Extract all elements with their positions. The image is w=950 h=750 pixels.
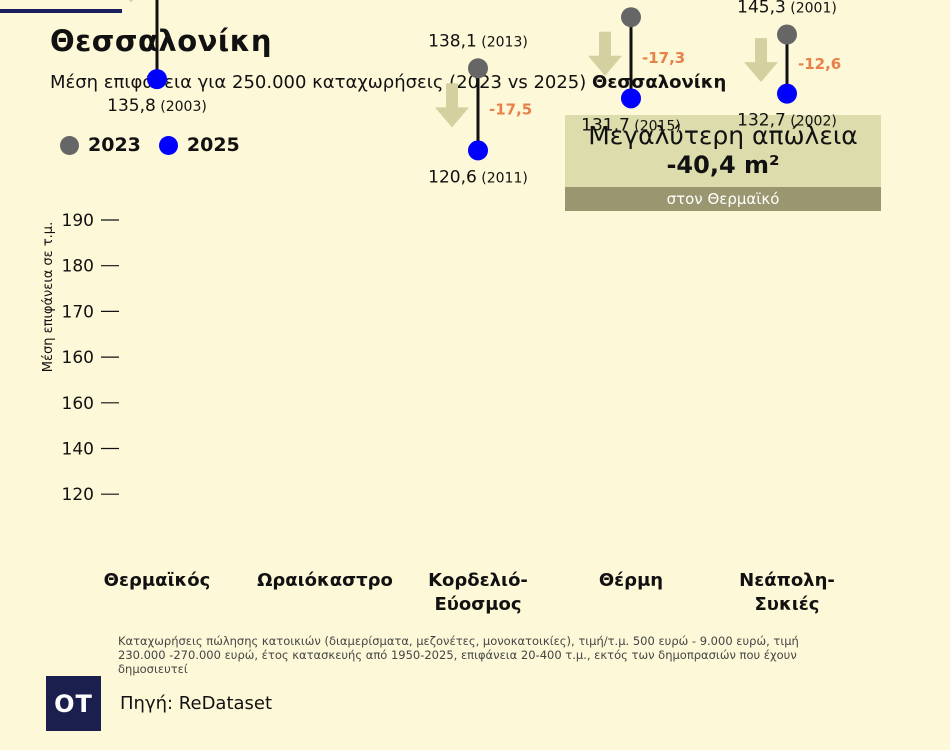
y-tick-label: 140 — [62, 440, 94, 460]
legend-dot-2023 — [60, 135, 79, 155]
decrease-arrow-icon — [744, 38, 778, 83]
y-tick-label: 180 — [62, 257, 94, 277]
difference-label: -12,6 — [798, 55, 841, 73]
top-accent-rule — [0, 9, 122, 13]
legend-item-2025: 2025 — [158, 134, 240, 156]
y-tick-label: 160 — [62, 348, 94, 368]
label-2025: 131,7 (2015) — [581, 115, 681, 135]
legend-label-2025: 2025 — [186, 134, 240, 156]
decrease-arrow-icon — [588, 31, 622, 76]
point-2023 — [468, 58, 488, 79]
y-tick-label: 160 — [62, 394, 94, 414]
point-2025 — [147, 69, 167, 90]
category-label: Θέρμη — [599, 570, 663, 591]
label-2025: 132,7 (2002) — [737, 111, 837, 131]
point-2025 — [621, 88, 641, 109]
point-2023 — [777, 24, 797, 45]
y-tick-label: 170 — [62, 302, 94, 322]
callout-main: Μεγαλύτερη απώλεια -40,4 m² — [565, 115, 881, 187]
legend-item-2023: 2023 — [60, 134, 141, 156]
y-axis-label: Μέση επιφάνεια σε τ.μ. — [41, 222, 56, 372]
subtitle-bold-text: Θεσσαλονίκη — [592, 72, 727, 93]
page-title: Θεσσαλονίκη — [50, 24, 272, 58]
y-tick-label: 120 — [62, 485, 94, 505]
y-tick-label: 190 — [62, 211, 94, 231]
category-label: Κορδελιό- — [428, 570, 528, 591]
max-loss-callout: Μεγαλύτερη απώλεια -40,4 m² στον Θερμαϊκ… — [565, 115, 881, 211]
callout-value: -40,4 m² — [666, 151, 780, 179]
publisher-logo: OT — [46, 676, 101, 731]
point-2023 — [621, 7, 641, 28]
difference-label: -17,3 — [642, 49, 685, 67]
category-label: Συκιές — [755, 594, 820, 615]
difference-label: -17,5 — [489, 100, 532, 118]
decrease-arrow-icon — [128, 0, 134, 3]
label-2025: 135,8 (2003) — [107, 96, 207, 116]
source-label: Πηγή: ReDataset — [120, 693, 273, 714]
decrease-arrow-icon — [435, 83, 469, 128]
label-2023: 138,1 (2013) — [428, 31, 528, 51]
footnote: Καταχωρήσεις πώλησης κατοικιών (διαμερίσ… — [118, 634, 799, 676]
label-2023: 145,3 (2001) — [737, 0, 837, 18]
category-label: Εύοσμος — [434, 594, 521, 615]
category-label: Ωραιόκαστρο — [257, 570, 393, 591]
callout-heading: Μεγαλύτερη απώλεια — [588, 121, 858, 150]
category-label: Θερμαϊκός — [104, 570, 211, 591]
category-label: Νεάπολη- — [739, 570, 835, 591]
point-2025 — [777, 83, 797, 104]
legend: 2023 2025 — [60, 134, 258, 156]
callout-location: στον Θερμαϊκό — [565, 187, 881, 211]
point-2025 — [468, 140, 488, 161]
legend-dot-2025 — [158, 135, 178, 155]
legend-label-2023: 2023 — [88, 134, 141, 156]
label-2025: 120,6 (2011) — [428, 167, 528, 187]
